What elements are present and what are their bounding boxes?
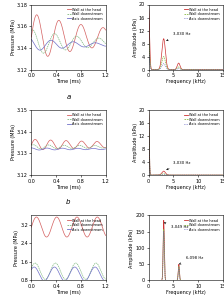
X-axis label: Frequency (kHz): Frequency (kHz) [166,80,206,85]
Legend: Wall at the head, Wall downstream, Axis downstream: Wall at the head, Wall downstream, Axis … [183,6,221,22]
Text: 3,030 Hz: 3,030 Hz [167,32,191,41]
X-axis label: Time (ms): Time (ms) [56,290,81,296]
Legend: Wall at the head, Wall downstream, Axis downstream: Wall at the head, Wall downstream, Axis … [66,112,104,127]
Text: a: a [66,94,71,100]
Text: 6,098 Hz: 6,098 Hz [179,256,203,264]
X-axis label: Frequency (kHz): Frequency (kHz) [166,185,206,190]
Legend: Wall at the head, Wall downstream, Axis downstream: Wall at the head, Wall downstream, Axis … [183,112,221,127]
Text: 3,049 Hz: 3,049 Hz [164,223,188,230]
Y-axis label: Amplitude (kPa): Amplitude (kPa) [129,228,134,268]
Y-axis label: Amplitude (kPa): Amplitude (kPa) [133,123,138,162]
X-axis label: Frequency (kHz): Frequency (kHz) [166,290,206,296]
X-axis label: Time (ms): Time (ms) [56,185,81,190]
Y-axis label: Amplitude (kPa): Amplitude (kPa) [133,17,138,57]
Legend: Wall at the head, Wall downstream, Axis downstream: Wall at the head, Wall downstream, Axis … [66,217,104,233]
Text: 3,030 Hz: 3,030 Hz [167,161,191,170]
Legend: Wall at the head, Wall downstream, Axis downstream: Wall at the head, Wall downstream, Axis … [66,6,104,22]
X-axis label: Time (ms): Time (ms) [56,80,81,85]
Y-axis label: Pressure (MPa): Pressure (MPa) [11,19,16,55]
Legend: Wall at the head, Wall downstream, Axis downstream: Wall at the head, Wall downstream, Axis … [183,217,221,233]
Text: b: b [66,199,71,205]
Y-axis label: Pressure (MPa): Pressure (MPa) [14,230,19,266]
Y-axis label: Pressure (MPa): Pressure (MPa) [11,124,16,160]
